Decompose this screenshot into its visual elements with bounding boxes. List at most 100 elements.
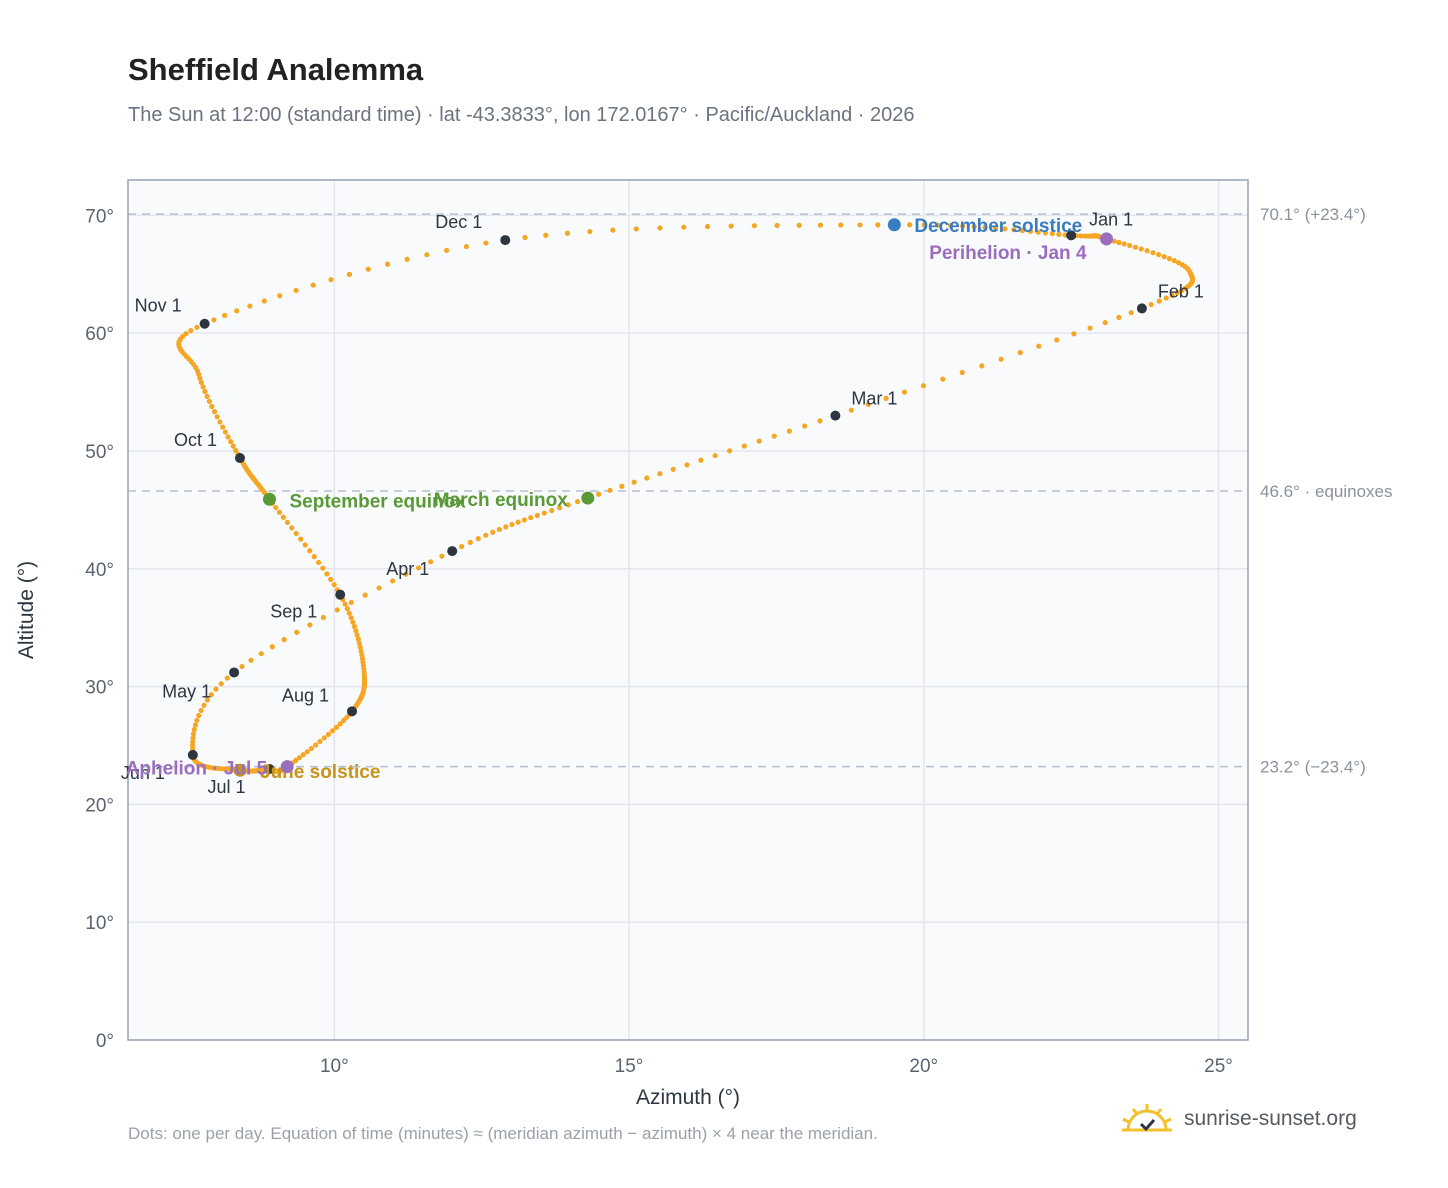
daily-dot	[329, 728, 336, 734]
daily-dot	[1071, 331, 1077, 337]
month-marker	[1136, 303, 1147, 314]
month-label: Jun 1	[121, 763, 165, 783]
daily-dot	[317, 738, 323, 745]
month-marker	[347, 706, 357, 717]
daily-dot	[1148, 301, 1154, 308]
daily-dot	[217, 419, 223, 425]
daily-dot	[684, 462, 690, 468]
x-tick-label: 20°	[909, 1056, 938, 1077]
daily-dot	[357, 644, 363, 650]
daily-dot	[1156, 298, 1162, 304]
daily-dot	[346, 610, 352, 616]
daily-dot	[727, 448, 733, 454]
event-marker	[280, 760, 294, 774]
daily-dot	[901, 389, 908, 395]
daily-dot	[273, 505, 279, 511]
daily-dot	[281, 637, 287, 643]
daily-dot	[728, 223, 734, 229]
month-marker	[1066, 230, 1077, 241]
daily-dot	[619, 483, 625, 489]
daily-dot	[346, 271, 353, 277]
daily-dot	[428, 559, 434, 565]
month-marker	[199, 318, 210, 329]
daily-dot	[865, 401, 871, 408]
daily-dot	[543, 232, 549, 238]
daily-dot	[587, 228, 593, 235]
month-marker	[500, 235, 511, 246]
event-marker	[581, 491, 595, 505]
daily-dot	[979, 363, 985, 369]
month-label: Dec 1	[435, 212, 482, 232]
daily-dot	[1035, 229, 1041, 235]
daily-dot	[354, 632, 360, 638]
event-label: Perihelion · Jan 4	[929, 243, 1087, 264]
brand-logo[interactable]: sunrise-sunset.org	[1120, 1102, 1357, 1136]
daily-dot	[415, 565, 422, 571]
daily-dot	[475, 536, 481, 542]
reference-line-label: 70.1° (+23.4°)	[1260, 205, 1366, 224]
daily-dot	[294, 629, 300, 635]
daily-dot	[1150, 250, 1156, 256]
daily-dot	[875, 222, 881, 228]
month-marker	[187, 749, 198, 760]
daily-dot	[190, 731, 197, 737]
event-marker	[262, 492, 276, 506]
daily-dot	[308, 745, 315, 752]
daily-dot	[596, 491, 602, 497]
daily-dot	[258, 651, 264, 657]
event-marker	[233, 763, 247, 777]
daily-dot	[1111, 238, 1117, 244]
daily-dot	[631, 479, 637, 485]
daily-dot	[971, 224, 977, 230]
daily-dot	[771, 433, 777, 439]
daily-dot	[920, 383, 927, 389]
daily-dot	[940, 376, 946, 382]
month-label: Jan 1	[1089, 209, 1133, 229]
month-label: Apr 1	[386, 559, 429, 579]
daily-dot	[190, 739, 196, 745]
daily-dot	[201, 702, 207, 708]
daily-dot	[704, 223, 711, 230]
daily-dot	[1174, 290, 1180, 296]
daily-dot	[261, 298, 267, 304]
x-tick-label: 10°	[320, 1056, 349, 1077]
daily-dot	[403, 571, 409, 577]
daily-dot	[222, 312, 228, 319]
daily-dot	[1138, 246, 1144, 252]
daily-dot	[220, 424, 226, 430]
daily-dot	[206, 398, 213, 404]
daily-dot	[289, 525, 295, 531]
reference-line-label: 46.6° · equinoxes	[1260, 482, 1393, 501]
y-tick-label: 70°	[85, 206, 114, 227]
daily-dot	[384, 261, 391, 267]
daily-dot	[483, 240, 489, 246]
daily-dot	[503, 524, 509, 530]
daily-dot	[307, 548, 313, 554]
x-tick-label: 25°	[1204, 1056, 1233, 1077]
daily-dot	[1017, 350, 1023, 356]
daily-dot	[194, 324, 200, 330]
daily-dot	[1161, 254, 1167, 260]
daily-dot	[192, 722, 199, 728]
daily-dot	[202, 388, 208, 395]
month-label: May 1	[162, 681, 211, 701]
daily-dot	[307, 622, 313, 628]
daily-dot	[1078, 233, 1084, 239]
chart-title: Sheffield Analemma	[128, 52, 424, 87]
daily-dot	[218, 681, 224, 687]
daily-dot	[355, 636, 361, 642]
daily-dot	[670, 466, 676, 472]
daily-dot	[439, 553, 445, 559]
daily-dot	[324, 571, 330, 577]
daily-dot	[565, 502, 571, 508]
daily-dot	[522, 234, 528, 241]
daily-dot	[183, 331, 189, 337]
daily-dot	[1179, 287, 1185, 294]
daily-dot	[1056, 231, 1062, 237]
daily-dot	[321, 735, 327, 741]
daily-dot	[992, 225, 998, 231]
daily-dot	[390, 578, 396, 584]
month-marker	[335, 589, 346, 600]
daily-dot	[496, 526, 502, 533]
daily-dot	[817, 418, 823, 424]
